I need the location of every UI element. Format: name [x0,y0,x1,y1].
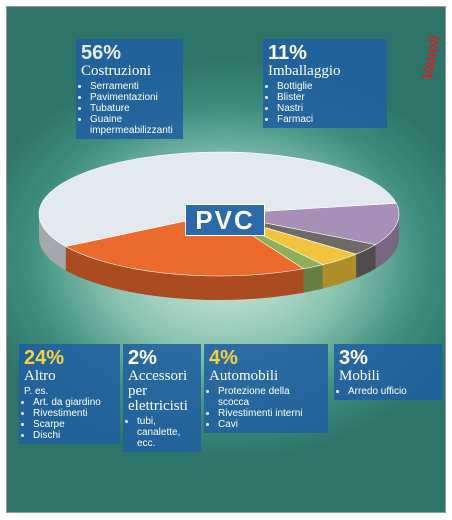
value-label: 3% [339,347,368,369]
detail-item: Tubature [90,103,178,114]
detail-item: Arredo ufficio [348,386,437,397]
detail-item: Farmaci [277,114,382,125]
detail-list: Arredo ufficio [339,386,437,397]
detail-item: Bottiglie [277,81,382,92]
category-label: Imballaggio [268,63,341,79]
detail-item: Art. da giardino [33,397,115,408]
slice-side [356,244,376,279]
detail-item: tubi, canalette, ecc. [137,416,196,449]
detail-item: Cavi [218,419,323,430]
infographic: PVC Vanoli 11%ImballaggioBottiglieBliste… [6,6,446,513]
detail-item: Blister [277,92,382,103]
value-label: 24% [24,347,65,369]
detail-item: Guaine impermeabilizzanti [90,114,178,136]
detail-item: Serramenti [90,81,178,92]
category-label: Costruzioni [81,63,151,79]
detail-item: Nastri [277,103,382,114]
category-label: Altro [24,368,56,384]
category-label: Mobili [339,368,380,384]
chart-title: PVC [185,204,265,236]
value-label: 4% [209,347,238,369]
detail-list: Art. da giardinoRivestimentiScarpeDischi [24,397,115,441]
label-box: 4%Automobili Protezione della scoccaRives… [204,344,328,433]
detail-item: Scarpe [33,419,115,430]
detail-list: Protezione della scoccaRivestimenti inte… [209,386,323,430]
slice-side [39,214,66,271]
category-label: Accessori per elettricisti [128,368,188,414]
slice-side [65,246,304,300]
note: P. es. [24,386,49,397]
label-box: 3%Mobili Arredo ufficio [334,344,442,400]
detail-item: Protezione della scocca [218,386,323,408]
label-box: 56%Costruzioni SerramentiPavimentazioniTu… [76,39,183,139]
slice [38,151,397,247]
slice-side [375,214,399,269]
slice-side [303,264,323,293]
detail-item: Rivestimenti [33,408,115,419]
label-box: 11%Imballaggio BottiglieBlisterNastriFarm… [263,39,387,128]
detail-list: tubi, canalette, ecc. [128,416,196,449]
value-label: 11% [268,42,307,64]
detail-list: SerramentiPavimentazioniTubatureGuaine i… [81,81,178,136]
slice [64,213,305,277]
detail-item: Pavimentazioni [90,92,178,103]
value-label: 2% [128,347,157,369]
value-label: 56% [81,42,122,64]
category-label: Automobili [209,368,279,384]
detail-item: Dischi [33,430,115,441]
detail-list: BottiglieBlisterNastriFarmaci [268,81,382,125]
label-box: 24%Altro P. es.Art. da giardinoRivestimen… [19,344,120,444]
detail-item: Rivestimenti interni [218,408,323,419]
label-box: 2%Accessori per elettricistitubi, canale… [123,344,201,452]
